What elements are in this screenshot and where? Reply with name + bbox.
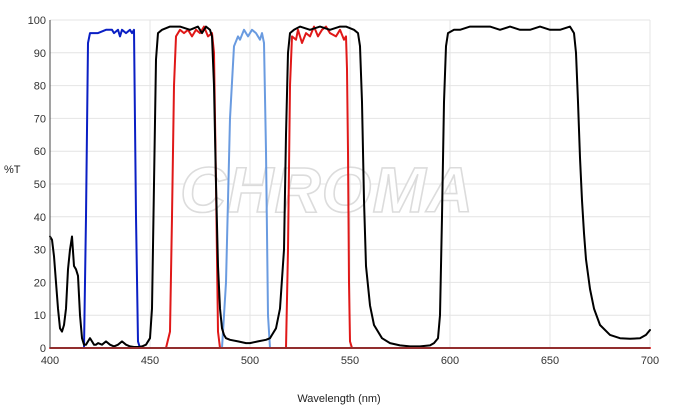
series-line-1 [83, 28, 141, 349]
y-tick-label: 70 [34, 113, 46, 125]
x-tick-label: 700 [641, 355, 659, 367]
x-axis-title: Wavelength (nm) [297, 393, 380, 405]
x-tick-label: 600 [441, 355, 459, 367]
x-tick-label: 450 [141, 355, 159, 367]
x-tick-label: 400 [41, 355, 59, 367]
y-tick-label: 30 [34, 245, 46, 257]
series-line-3 [221, 28, 271, 349]
x-tick-label: 550 [341, 355, 359, 367]
y-axis-title: %T [4, 164, 21, 176]
chroma-watermark: CHROMA [180, 154, 474, 226]
y-tick-label: 0 [40, 343, 46, 355]
series-line-5 [49, 25, 651, 348]
y-tick-label: 90 [34, 48, 46, 60]
y-tick-label: 50 [34, 179, 46, 191]
y-tick-label: 20 [34, 277, 46, 289]
series-line-4 [285, 25, 353, 349]
y-tick-label: 80 [34, 81, 46, 93]
x-tick-label: 500 [241, 355, 259, 367]
axes: 0 10 20 30 40 50 60 70 80 90 100 400 450 500 550 600 650… [28, 15, 660, 367]
y-tick-label: 60 [34, 146, 46, 158]
y-tick-label: 40 [34, 212, 46, 224]
x-tick-label: 650 [541, 355, 559, 367]
y-tick-label: 10 [34, 310, 46, 322]
y-tick-label: 100 [28, 15, 46, 27]
